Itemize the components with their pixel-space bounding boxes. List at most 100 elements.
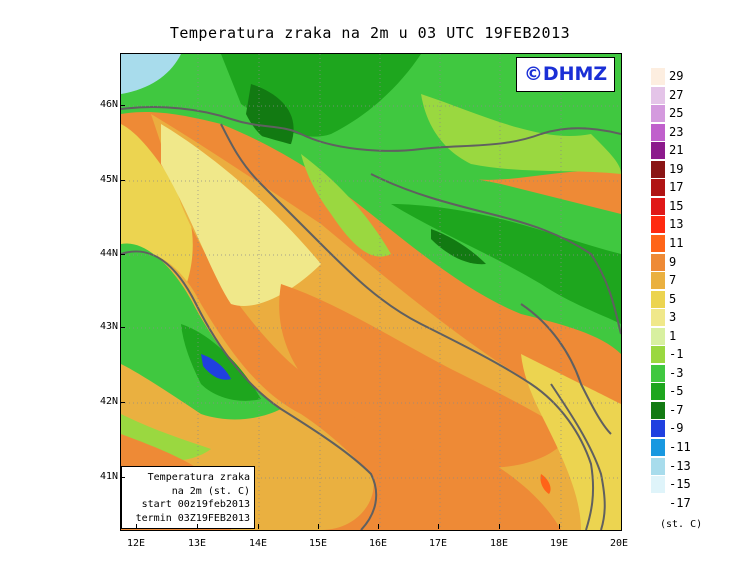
- colorbar-label: -15: [669, 477, 691, 492]
- colorbar-label: 19: [669, 161, 684, 176]
- lat-label-44n: 44N: [99, 248, 118, 259]
- info-line-2: na 2m (st. C): [171, 485, 250, 497]
- lat-label-41n: 41N: [99, 471, 118, 482]
- ytick-41n: [120, 477, 125, 478]
- colorbar-swatch: [651, 197, 665, 215]
- ytick-43n: [120, 327, 125, 328]
- colorbar-swatch: [651, 309, 665, 327]
- apennines-cold: [181, 324, 261, 401]
- colorbar-label: -3: [669, 365, 684, 380]
- colorbar-label: 5: [669, 291, 677, 306]
- colorbar-label: 9: [669, 254, 677, 269]
- colorbar-swatch: [651, 234, 665, 252]
- temperature-field: [121, 54, 621, 530]
- colorbar-swatch: [651, 494, 665, 512]
- croatia-coast-mild: [301, 154, 391, 257]
- colorbar-swatch: [651, 179, 665, 197]
- colorbar-swatch: [651, 86, 665, 104]
- colorbar-label: -17: [669, 495, 691, 510]
- dinaric-alps: [221, 124, 621, 354]
- colorbar-label: -11: [669, 440, 691, 454]
- colorbar-swatch: [651, 216, 665, 234]
- colorbar-swatch: [651, 364, 665, 382]
- info-line-3: start 00z19feb2013: [141, 499, 250, 510]
- xtick-18e: [499, 524, 500, 529]
- colorbar-swatch: [651, 383, 665, 401]
- colorbar-label: 21: [669, 143, 684, 158]
- xtick-12e: [136, 524, 137, 529]
- info-line-4: termin 03Z19FEB2013: [135, 512, 250, 524]
- ytick-42n: [120, 402, 125, 403]
- colorbar-label: 3: [669, 310, 677, 325]
- colorbar-swatch: [651, 142, 665, 160]
- colorbar-swatch: [651, 253, 665, 271]
- lat-label-42n: 42N: [99, 396, 118, 407]
- lon-label-16e: 16E: [368, 538, 388, 549]
- colorbar-swatch: [651, 272, 665, 290]
- info-line-1: Temperatura zraka: [147, 472, 250, 483]
- colorbar-label: 29: [669, 69, 684, 83]
- montenegro-albania: [521, 354, 621, 530]
- ytick-46n: [120, 105, 125, 106]
- lat-label-46n: 46N: [99, 99, 118, 110]
- colorbar-swatch: [651, 123, 665, 141]
- colorbar-swatch: [651, 476, 665, 494]
- xtick-14e: [258, 524, 259, 529]
- xtick-15e: [318, 524, 319, 529]
- colorbar-swatch: [651, 327, 665, 345]
- lon-label-17e: 17E: [428, 538, 448, 549]
- serbia-border: [520, 303, 612, 435]
- bosnia-cold: [391, 204, 621, 324]
- info-box: Temperatura zraka na 2m (st. C) start 00…: [121, 466, 255, 529]
- alps-coldest: [121, 54, 181, 94]
- bosnia-border: [370, 173, 621, 335]
- colorbar-label: 11: [669, 235, 684, 250]
- colorbar-label: -7: [669, 402, 684, 417]
- warm-spot: [540, 474, 551, 494]
- xtick-16e: [378, 524, 379, 529]
- colorbar-label: 17: [669, 180, 684, 195]
- bosnia-coldest: [431, 229, 486, 265]
- colorbar-label: 23: [669, 124, 684, 139]
- lon-label-19e: 19E: [549, 538, 569, 549]
- northern-border: [121, 106, 621, 152]
- colorbar-label: 7: [669, 273, 677, 288]
- pannonian-mild: [421, 94, 621, 174]
- lon-label-12e: 12E: [126, 538, 146, 549]
- colorbar-label: 1: [669, 328, 677, 343]
- ytick-44n: [120, 254, 125, 255]
- colorbar-label: 15: [669, 198, 684, 213]
- colorbar-label: -1: [669, 347, 684, 362]
- lat-label-45n: 45N: [99, 174, 118, 185]
- colorbar-swatch: [651, 105, 665, 123]
- xtick-19e: [559, 524, 560, 529]
- north-adriatic-cool: [161, 124, 321, 306]
- colorbar-swatch: [651, 457, 665, 475]
- colorbar-label: -13: [669, 458, 691, 473]
- ytick-45n: [120, 180, 125, 181]
- italian-coastline: [121, 250, 378, 530]
- slovenia-cold: [246, 84, 294, 145]
- colorbar-label: -5: [669, 384, 684, 399]
- lon-label-20e: 20E: [609, 538, 629, 549]
- adriatic-warm-core: [279, 284, 571, 468]
- colorbar-swatch: [651, 401, 665, 419]
- colorbar-label: 27: [669, 87, 684, 102]
- colorbar-swatch: [651, 439, 665, 456]
- colorbar-swatch: [651, 420, 665, 438]
- colorbar-label: 25: [669, 106, 684, 121]
- xtick-13e: [197, 524, 198, 529]
- lat-label-43n: 43N: [99, 321, 118, 332]
- colorbar-swatch: [651, 160, 665, 178]
- colorbar-swatch: [651, 346, 665, 364]
- croatian-coastline: [220, 123, 595, 530]
- colorbar-swatch: [651, 290, 665, 308]
- lon-label-15e: 15E: [308, 538, 328, 549]
- colorbar-label: -9: [669, 421, 684, 436]
- apennines-coldest: [201, 354, 231, 380]
- lon-label-14e: 14E: [248, 538, 268, 549]
- map-title: Temperatura zraka na 2m u 03 UTC 19FEB20…: [169, 24, 571, 42]
- dhmz-logo: ©DHMZ: [516, 57, 615, 92]
- graticule: [121, 54, 621, 530]
- temperature-map: [120, 53, 622, 531]
